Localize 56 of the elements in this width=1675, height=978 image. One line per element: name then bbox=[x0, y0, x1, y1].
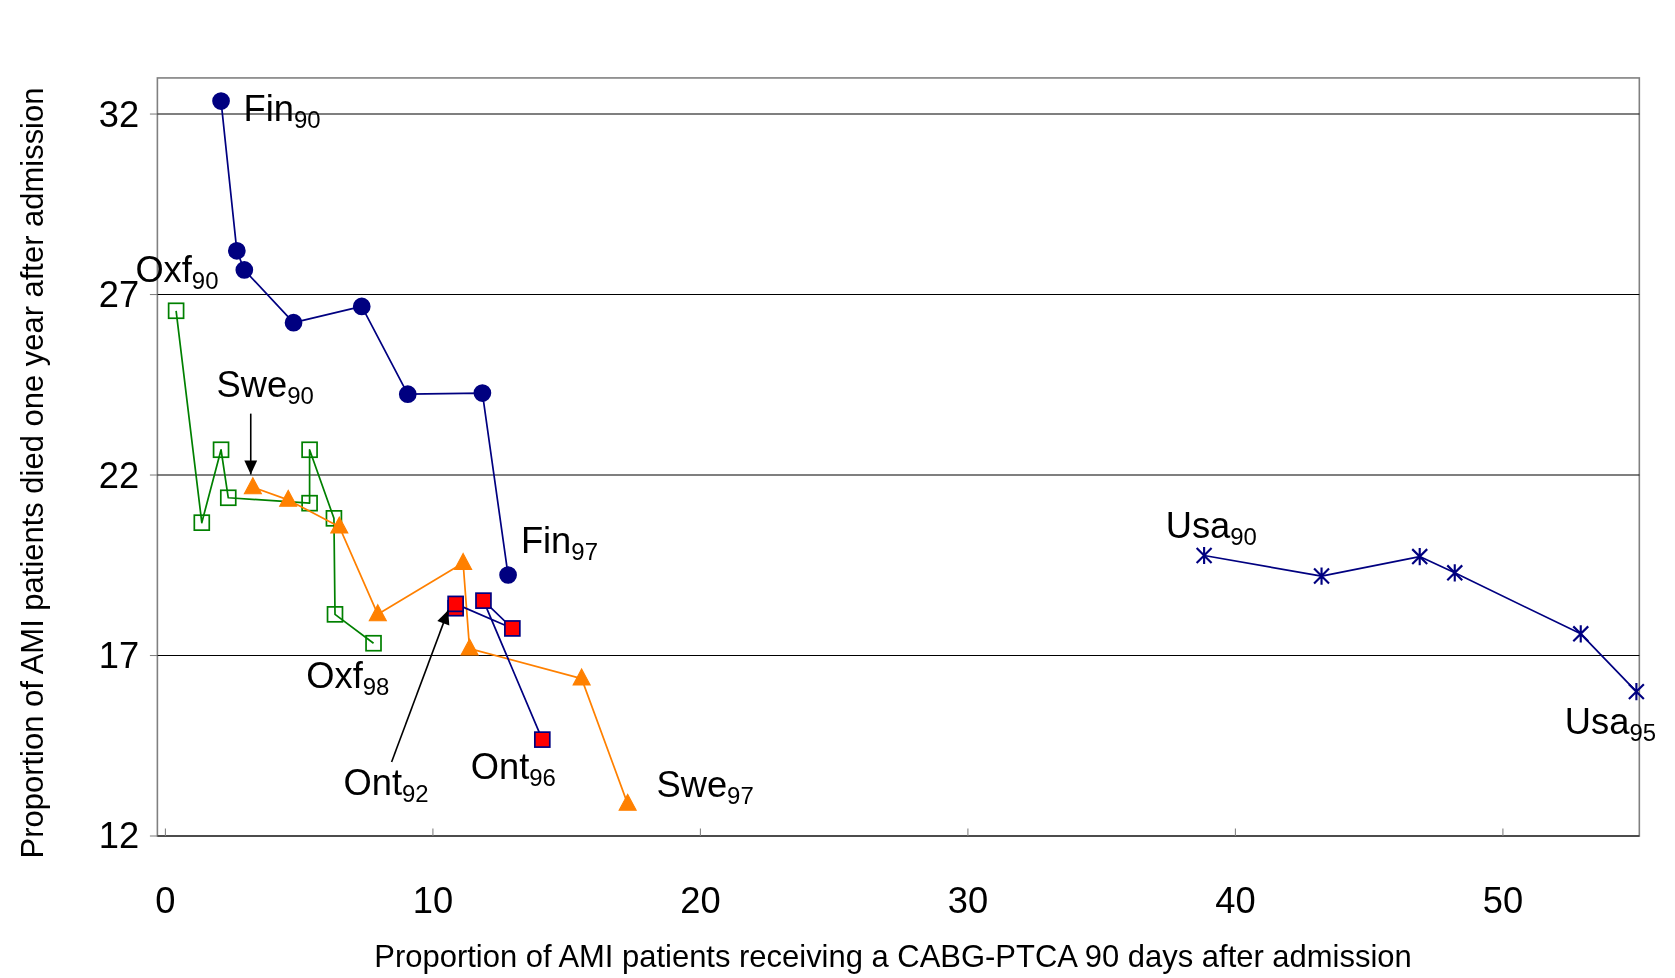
point bbox=[447, 595, 464, 613]
point bbox=[235, 261, 254, 279]
point bbox=[473, 384, 492, 402]
point bbox=[212, 92, 230, 110]
annotation: Fin$_{97}$ bbox=[520, 519, 598, 565]
annotation: Fin$_{90}$ bbox=[243, 88, 321, 134]
point bbox=[284, 313, 303, 332]
annotation: Usa$_{95}$ bbox=[1564, 701, 1657, 747]
annotation: Ont$_{92}$ bbox=[343, 762, 429, 808]
point bbox=[301, 494, 318, 512]
point bbox=[1195, 545, 1213, 566]
point bbox=[368, 604, 387, 622]
point bbox=[227, 241, 246, 260]
point bbox=[504, 620, 521, 637]
point bbox=[352, 297, 371, 316]
point bbox=[219, 489, 237, 507]
point bbox=[533, 731, 551, 748]
x-tick-label: 40 bbox=[1215, 879, 1256, 921]
annotation: Ont$_{96}$ bbox=[470, 746, 556, 792]
point bbox=[398, 385, 417, 404]
point bbox=[325, 510, 343, 527]
point bbox=[301, 441, 318, 459]
point bbox=[572, 668, 591, 686]
x-tick-label: 20 bbox=[680, 879, 721, 921]
y-tick-label: 12 bbox=[98, 815, 140, 857]
point bbox=[167, 302, 185, 320]
point bbox=[330, 516, 349, 534]
annotation: Swe$_{90}$ bbox=[216, 363, 314, 409]
point bbox=[618, 793, 637, 811]
point bbox=[499, 566, 517, 584]
annotation: Swe$_{97}$ bbox=[656, 764, 754, 810]
point bbox=[454, 552, 473, 571]
annotation: Oxf$_{98}$ bbox=[306, 655, 390, 701]
point bbox=[1627, 681, 1645, 702]
y-tick-label: 22 bbox=[98, 454, 140, 496]
point bbox=[475, 592, 492, 609]
y-axis-title: Proportion of AMI patients died one year after admission bbox=[14, 87, 50, 859]
point bbox=[365, 634, 382, 652]
point bbox=[460, 638, 479, 656]
y-tick-label: 17 bbox=[98, 635, 140, 677]
point bbox=[1446, 563, 1464, 583]
point bbox=[1313, 566, 1331, 586]
x-tick-label: 50 bbox=[1482, 879, 1524, 921]
x-axis-title: Proportion of AMI patients receiving a CABG-PTCA 90 days after admission bbox=[374, 939, 1412, 975]
x-tick-label: 0 bbox=[155, 879, 176, 921]
point bbox=[1572, 624, 1590, 644]
annotation: Usa$_{90}$ bbox=[1165, 505, 1257, 551]
point bbox=[193, 514, 211, 531]
point bbox=[1411, 546, 1429, 567]
point bbox=[212, 441, 230, 459]
x-tick-label: 30 bbox=[947, 879, 989, 921]
y-tick-label: 32 bbox=[98, 93, 140, 135]
point bbox=[243, 477, 262, 495]
point bbox=[326, 606, 344, 623]
point bbox=[279, 489, 298, 507]
x-tick-label: 10 bbox=[412, 879, 454, 921]
